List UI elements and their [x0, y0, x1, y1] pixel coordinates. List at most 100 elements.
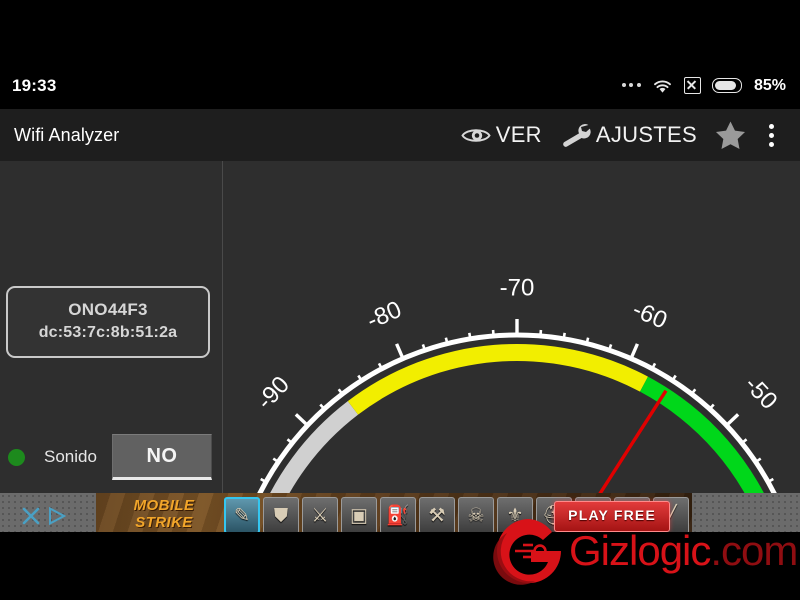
wifi-icon: [652, 78, 673, 94]
ad-item-glyph: ╱: [665, 505, 677, 526]
gauge-minor-tick: [377, 362, 383, 368]
gizlogic-watermark: Gizlogic.com: [493, 515, 800, 587]
letterbox-top: [0, 0, 800, 62]
star-icon: [715, 120, 746, 150]
ad-title-line2: STRIKE: [135, 514, 193, 531]
more-dots-icon: [621, 82, 641, 89]
ad-item-glyph: ▣: [350, 505, 368, 526]
app-title: Wifi Analyzer: [14, 124, 120, 145]
gauge-arc-line: [257, 332, 777, 493]
ad-item-glyph: ✎: [234, 505, 250, 526]
ad-cta-label: PLAY FREE: [568, 507, 656, 523]
access-point-bssid: dc:53:7c:8b:51:2a: [38, 324, 178, 341]
gauge-tick-label: -80: [363, 296, 406, 335]
ad-item-tile[interactable]: ▣: [341, 497, 377, 534]
gauge-major-tick: [726, 413, 740, 426]
sound-select[interactable]: NO: [111, 434, 212, 480]
gauge-band-poor: [270, 401, 359, 493]
close-icon[interactable]: [22, 507, 40, 525]
gauge-minor-tick: [742, 438, 748, 443]
ad-item-glyph: ⚔: [311, 505, 329, 526]
access-point-box[interactable]: ONO44F3 dc:53:7c:8b:51:2a: [6, 286, 210, 358]
gauge-minor-tick: [672, 374, 677, 380]
action-settings-button[interactable]: AJUSTES: [551, 122, 706, 148]
ad-item-tile[interactable]: ⚒: [419, 497, 455, 534]
ad-filler-left: [0, 493, 96, 539]
signal-gauge: -100-90-80-70-60-50-40 dBm: [223, 161, 800, 493]
watermark-name: Gizlogic: [569, 527, 711, 574]
ad-item-glyph: ⚜: [506, 505, 524, 526]
action-favorite-button[interactable]: [706, 120, 755, 150]
overflow-menu-icon[interactable]: [755, 123, 786, 147]
battery-percent-label: 85%: [753, 76, 786, 94]
gauge-ticks: [260, 319, 774, 483]
gauge-band-good: [640, 376, 764, 493]
gauge-tick-label: -90: [251, 371, 294, 415]
action-bar: Wifi Analyzer VER AJUSTE: [0, 109, 800, 161]
ad-item-tile[interactable]: ✎: [224, 497, 260, 534]
gauge-bands: [270, 344, 764, 493]
ad-title: MOBILE STRIKE: [104, 497, 224, 531]
gauge-minor-tick: [608, 344, 613, 349]
action-view-button[interactable]: VER: [452, 122, 551, 148]
gauge-tick-label: -70: [500, 274, 535, 301]
action-bar-items: VER AJUSTES: [452, 120, 786, 150]
watermark-tld: .com: [710, 527, 798, 574]
gauge-major-tick: [395, 343, 404, 358]
status-clock: 19:33: [12, 75, 57, 95]
gauge-scale-arc: [257, 332, 777, 493]
eye-icon: [461, 125, 491, 146]
ad-item-glyph: ⚒: [428, 505, 446, 526]
left-panel: ONO44F3 dc:53:7c:8b:51:2a Sonido NO: [0, 161, 222, 493]
ad-title-line1: MOBILE: [133, 497, 195, 514]
sound-label: Sonido: [44, 447, 97, 466]
gauge-minor-tick: [769, 477, 774, 483]
ad-item-glyph: ⛊: [273, 505, 289, 526]
panel-divider: [222, 161, 223, 493]
gauge-minor-tick: [319, 403, 324, 409]
gauge-tick-label: -60: [628, 296, 671, 335]
battery-icon: [711, 78, 742, 93]
x-box-icon: [683, 77, 701, 94]
ad-banner[interactable]: MOBILE STRIKE ✎⛊⚔▣⛽⚒☠⚜⛑●✈╱ PLAY FREE: [0, 493, 800, 539]
status-bar: 19:33 85%: [0, 62, 800, 109]
ad-creative[interactable]: MOBILE STRIKE ✎⛊⚔▣⛽⚒☠⚜⛑●✈╱ PLAY FREE: [96, 493, 692, 539]
gauge-minor-tick: [710, 403, 715, 409]
gauge-minor-tick: [468, 332, 472, 338]
gauge-needle-tip: [598, 389, 668, 493]
ad-filler-right: [692, 493, 800, 539]
ad-item-tile[interactable]: ⚔: [302, 497, 338, 534]
ad-item-tile[interactable]: ⛊: [263, 497, 299, 534]
gauge-minor-tick: [651, 362, 657, 368]
gauge-major-tick: [294, 413, 308, 426]
action-settings-label: AJUSTES: [595, 122, 697, 147]
status-icon-group: 85%: [621, 76, 786, 95]
gizlogic-logo-icon: [493, 519, 561, 585]
gauge-minor-tick: [562, 332, 566, 338]
gauge-minor-tick: [585, 337, 590, 342]
letterbox-bottom: [0, 532, 800, 600]
gauge-minor-tick: [421, 344, 426, 349]
gauge-minor-tick: [444, 337, 449, 342]
gauge-major-tick: [630, 343, 639, 358]
gauge-tick-label: -50: [739, 371, 782, 415]
ad-cta-button[interactable]: PLAY FREE: [554, 501, 670, 532]
gauge-minor-tick: [691, 388, 697, 394]
action-view-label: VER: [495, 122, 542, 147]
gauge-minor-tick: [756, 457, 762, 462]
ad-item-glyph: ☠: [467, 505, 485, 526]
wrench-icon: [560, 122, 591, 148]
ad-item-tile[interactable]: ☠: [458, 497, 494, 534]
watermark-text: Gizlogic.com: [569, 527, 798, 574]
ad-info-icon[interactable]: [48, 507, 66, 525]
ad-item-tile[interactable]: ⛽: [380, 497, 416, 534]
sound-select-value: NO: [146, 444, 178, 467]
sound-status-led: [8, 448, 25, 466]
content-area: ONO44F3 dc:53:7c:8b:51:2a Sonido NO -100…: [0, 161, 800, 493]
ad-item-glyph: ⛽: [386, 505, 410, 526]
gauge-minor-tick: [286, 438, 292, 443]
sound-row: Sonido NO: [0, 432, 222, 482]
gauge-band-fair: [347, 344, 648, 415]
gauge-minor-tick: [357, 374, 362, 380]
